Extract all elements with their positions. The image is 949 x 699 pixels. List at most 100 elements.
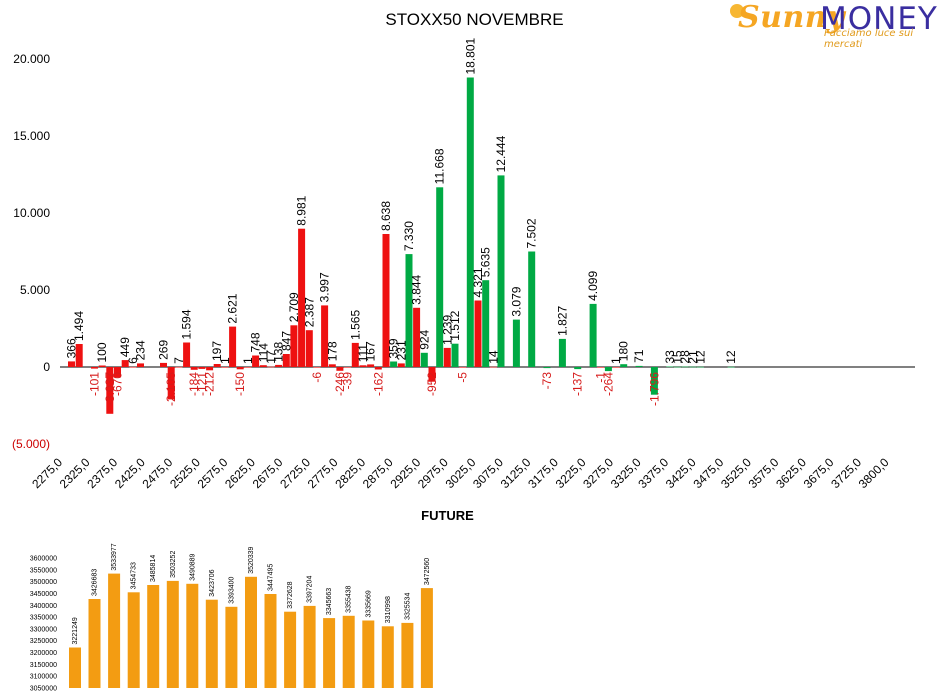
future-bar [401,622,414,688]
bar-value-label: 1.594 [180,309,194,339]
x-tick-label: 2375,0 [84,455,120,491]
bar-green [436,187,444,367]
bar-red [298,228,306,367]
bar-green [390,361,398,367]
bar-red [443,347,451,367]
bar-green [727,366,735,368]
bar-value-label: 8.981 [295,195,309,225]
bar-green [650,367,658,395]
future-bar [225,606,238,688]
bar-value-label: -150 [233,372,247,396]
bar-value-label: 28 [678,350,692,364]
bar-red [206,367,214,371]
bar-green [482,280,490,367]
future-bar [303,605,316,688]
bar-value-label: 924 [417,329,431,349]
bar-red [367,364,375,367]
x-tick-label: 2325,0 [57,455,93,491]
y-tick-label: 5.000 [20,283,50,297]
bar-red [459,367,467,368]
bar-value-label: 1 [609,357,623,364]
bar-red [160,362,167,367]
future-bar [166,580,179,688]
future-bar [362,620,375,688]
bar-red [374,367,382,370]
future-bar [342,615,355,688]
bar-value-label: 847 [279,331,293,351]
bar-value-label: 7 [172,357,186,364]
future-bar-label: 3520339 [248,546,255,573]
future-bar-label: 3426683 [92,569,99,596]
bar-value-label: 7.330 [402,221,416,251]
x-tick-label: 3175,0 [525,455,561,491]
x-tick-label: 2475,0 [139,455,175,491]
bar-value-label: 231 [394,340,408,360]
bar-red [198,367,206,369]
bar-value-label: -39 [341,372,355,390]
bar-green [604,367,612,372]
future-bar [127,592,140,688]
bar-value-label: -5 [456,372,470,383]
bar-value-label: -670 [111,372,125,396]
bar-value-label: 5.635 [479,247,493,277]
bar-red [313,367,321,368]
bar-green [543,367,551,369]
bar-value-label: -1.796 [647,372,661,406]
future-y-tick-label: 3250000 [30,638,57,645]
future-bar [147,585,160,688]
future-y-tick-label: 3450000 [30,591,57,598]
bar-value-label: 12.444 [494,135,508,172]
bar-value-label: 366 [65,338,79,358]
future-y-tick-label: 3100000 [30,674,57,681]
future-bar [186,583,199,688]
bar-red [91,367,98,369]
bar-red [290,325,298,367]
bar-red [98,365,106,367]
future-bar-label: 3335669 [365,590,372,617]
x-tick-label: 2875,0 [360,455,396,491]
bar-green [558,338,566,367]
bar-green [405,254,413,367]
future-bar [323,618,336,688]
logo-tagline: Facciamo luce sui mercati [824,28,914,50]
bar-red [190,367,198,370]
bar-value-label: -1 [594,372,608,383]
bar-value-label: 18.801 [463,37,477,74]
bar-value-label: 7.502 [525,218,539,248]
bar-red [359,365,367,367]
x-tick-label: 2625,0 [222,455,258,491]
future-bar [88,599,101,688]
bar-green [574,367,582,370]
future-y-tick-label: 3600000 [30,556,57,563]
future-bar-label: 3325534 [404,593,411,620]
future-y-tick-label: 3300000 [30,626,57,633]
bar-red [229,326,237,367]
bar-red [106,367,114,414]
future-bar-label: 3485814 [150,555,157,582]
bar-value-label: -137 [571,372,585,396]
bar-value-label: -101 [88,372,102,396]
bar-red [129,366,137,368]
bar-value-label: 197 [210,341,224,361]
bar-value-label: 71 [632,349,646,363]
bar-value-label: 6 [126,357,140,364]
bar-red [213,364,221,367]
bar-value-label: -121 [195,372,209,396]
bar-value-label: 1.494 [72,311,86,341]
future-bar-label: 3490889 [189,553,196,580]
future-y-tick-label: 3200000 [30,650,57,657]
bar-value-label: -73 [540,372,554,390]
future-bar [381,626,394,688]
bar-value-label: 1.827 [555,306,569,336]
future-bar-label: 3310998 [385,596,392,623]
bar-green [497,175,505,367]
future-bar [69,647,81,688]
bar-value-label: 15 [670,350,684,364]
bar-red [336,367,344,371]
bar-red [114,367,121,378]
sun-icon [730,4,744,18]
future-y-tick-label: 3350000 [30,615,57,622]
bar-red [175,366,183,368]
future-bar-label: 3372628 [287,581,294,608]
bar-value-label: 11.668 [433,148,447,184]
